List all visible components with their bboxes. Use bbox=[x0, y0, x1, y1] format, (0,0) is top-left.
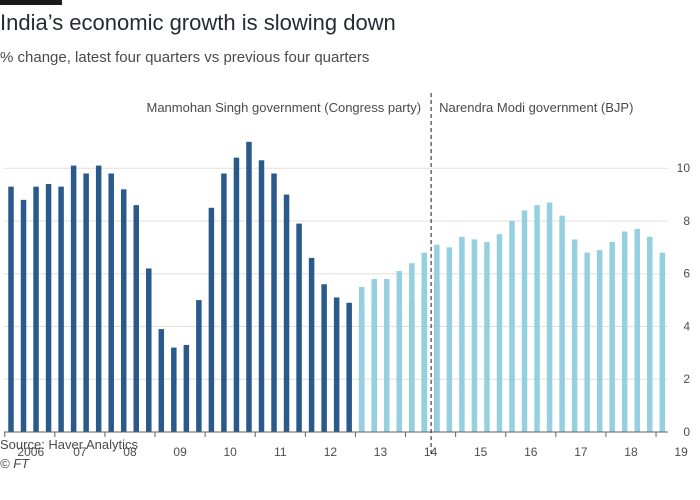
y-tick-label: 10 bbox=[677, 161, 691, 175]
y-tick-label: 2 bbox=[683, 372, 690, 386]
bar-dark bbox=[296, 223, 302, 432]
x-tick-label: 11 bbox=[274, 445, 287, 459]
bar-dark bbox=[246, 141, 252, 433]
y-axis-tick-labels: 0 2 4 6 8 10 bbox=[677, 161, 691, 439]
bar-light bbox=[509, 220, 515, 432]
bar-dark bbox=[258, 160, 265, 433]
bar-light bbox=[559, 215, 565, 432]
bar-dark bbox=[321, 284, 327, 432]
bar-light bbox=[371, 279, 377, 432]
chart-subtitle: % change, latest four quarters vs previo… bbox=[0, 49, 370, 66]
bar-light bbox=[434, 244, 440, 432]
bar-dark bbox=[308, 257, 315, 432]
bar-light bbox=[647, 236, 653, 432]
bar-light bbox=[571, 239, 578, 432]
bar-light bbox=[534, 205, 540, 432]
bar-dark bbox=[95, 165, 102, 432]
y-tick-label: 8 bbox=[683, 214, 690, 228]
bar-dark bbox=[108, 173, 114, 432]
bar-light bbox=[546, 202, 553, 432]
bar-light bbox=[459, 236, 465, 432]
bar-dark bbox=[183, 344, 190, 432]
bar-light bbox=[659, 252, 666, 432]
x-tick-label: 15 bbox=[474, 445, 488, 459]
x-tick-label: 12 bbox=[324, 445, 338, 459]
y-tick-label: 0 bbox=[683, 425, 690, 439]
bar-dark bbox=[158, 329, 165, 432]
bar-dark bbox=[346, 302, 352, 432]
bar-light bbox=[421, 252, 428, 432]
x-tick-label: 16 bbox=[524, 445, 538, 459]
bar-light bbox=[584, 252, 590, 432]
x-tick-label: 07 bbox=[73, 445, 87, 459]
bar-dark bbox=[45, 184, 52, 432]
bar-light bbox=[634, 228, 640, 432]
bar-light bbox=[496, 234, 503, 432]
bar-light bbox=[358, 286, 365, 432]
series-dark-bars bbox=[8, 141, 440, 433]
bar-dark bbox=[283, 194, 290, 432]
bar-light bbox=[446, 247, 453, 432]
bar-light bbox=[609, 242, 615, 432]
y-tick-label: 4 bbox=[683, 319, 690, 333]
x-tick-label: 13 bbox=[374, 445, 388, 459]
bar-dark bbox=[196, 300, 202, 432]
bar-dark bbox=[333, 297, 340, 432]
bar-dark bbox=[133, 205, 139, 432]
x-tick-label: 08 bbox=[123, 445, 137, 459]
x-tick-label: 18 bbox=[624, 445, 638, 459]
bar-dark bbox=[83, 173, 89, 432]
x-axis: 200607080910111213141516171819 bbox=[4, 431, 688, 459]
bar-dark bbox=[20, 199, 27, 432]
brand-bar bbox=[0, 0, 62, 5]
y-tick-label: 6 bbox=[683, 267, 690, 281]
annotation-singh-government: Manmohan Singh government (Congress part… bbox=[146, 100, 421, 115]
annotation-modi-government: Narendra Modi government (BJP) bbox=[439, 100, 633, 115]
bar-dark bbox=[271, 173, 277, 432]
bar-dark bbox=[120, 189, 127, 432]
x-tick-label: 10 bbox=[224, 445, 238, 459]
bar-light bbox=[409, 263, 415, 432]
x-tick-label: 19 bbox=[674, 445, 688, 459]
bar-dark bbox=[33, 186, 39, 432]
bar-light bbox=[596, 249, 603, 432]
x-tick-label: 2006 bbox=[17, 445, 44, 459]
source-note: Source: Haver Analytics bbox=[0, 437, 139, 452]
ft-credit: © FT bbox=[0, 456, 30, 471]
bar-dark bbox=[70, 165, 77, 432]
x-tick-label: 17 bbox=[574, 445, 588, 459]
bar-dark bbox=[208, 207, 215, 432]
bar-light bbox=[484, 242, 490, 432]
bar-dark bbox=[233, 157, 240, 433]
series-light-bars bbox=[358, 202, 666, 432]
bar-light bbox=[621, 231, 628, 432]
bar-light bbox=[384, 279, 390, 432]
x-tick-label: 09 bbox=[173, 445, 187, 459]
bar-light bbox=[471, 239, 478, 432]
bar-dark bbox=[8, 186, 14, 432]
chart-title: India’s economic growth is slowing down bbox=[0, 10, 396, 35]
bar-light bbox=[521, 210, 528, 432]
bar-light bbox=[396, 271, 403, 432]
bar-dark bbox=[171, 347, 177, 432]
bar-dark bbox=[58, 186, 64, 432]
bar-dark bbox=[221, 173, 227, 432]
bar-dark bbox=[146, 268, 152, 432]
